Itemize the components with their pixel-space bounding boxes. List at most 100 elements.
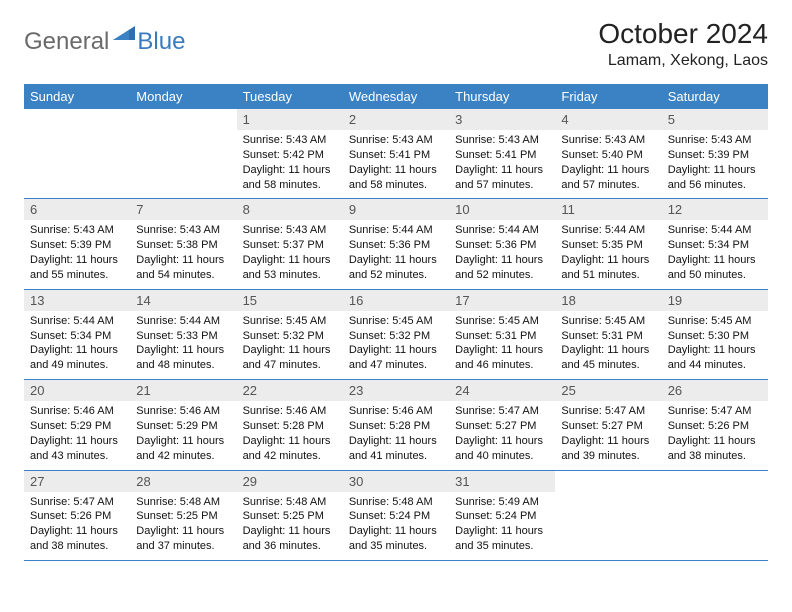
calendar-cell: 5Sunrise: 5:43 AMSunset: 5:39 PMDaylight… [662, 109, 768, 199]
day-number: 1 [237, 109, 343, 130]
calendar-cell: 13Sunrise: 5:44 AMSunset: 5:34 PMDayligh… [24, 289, 130, 379]
calendar-cell: 23Sunrise: 5:46 AMSunset: 5:28 PMDayligh… [343, 380, 449, 470]
calendar-cell: 26Sunrise: 5:47 AMSunset: 5:26 PMDayligh… [662, 380, 768, 470]
day-number: 25 [555, 380, 661, 401]
day-body: Sunrise: 5:43 AMSunset: 5:42 PMDaylight:… [237, 130, 343, 198]
day-number: 26 [662, 380, 768, 401]
day-body: Sunrise: 5:43 AMSunset: 5:39 PMDaylight:… [662, 130, 768, 198]
day-body: Sunrise: 5:45 AMSunset: 5:32 PMDaylight:… [343, 311, 449, 379]
day-body: Sunrise: 5:48 AMSunset: 5:25 PMDaylight:… [237, 492, 343, 560]
calendar-cell: 6Sunrise: 5:43 AMSunset: 5:39 PMDaylight… [24, 199, 130, 289]
calendar-row: ....1Sunrise: 5:43 AMSunset: 5:42 PMDayl… [24, 109, 768, 199]
day-body: Sunrise: 5:45 AMSunset: 5:30 PMDaylight:… [662, 311, 768, 379]
calendar-cell: 7Sunrise: 5:43 AMSunset: 5:38 PMDaylight… [130, 199, 236, 289]
day-body: Sunrise: 5:43 AMSunset: 5:38 PMDaylight:… [130, 220, 236, 288]
calendar-cell: 1Sunrise: 5:43 AMSunset: 5:42 PMDaylight… [237, 109, 343, 199]
calendar-cell: 28Sunrise: 5:48 AMSunset: 5:25 PMDayligh… [130, 470, 236, 560]
weekday-header: Sunday [24, 84, 130, 109]
calendar-cell: 17Sunrise: 5:45 AMSunset: 5:31 PMDayligh… [449, 289, 555, 379]
day-number: 29 [237, 471, 343, 492]
day-body: Sunrise: 5:43 AMSunset: 5:37 PMDaylight:… [237, 220, 343, 288]
day-number: 20 [24, 380, 130, 401]
calendar-cell: 14Sunrise: 5:44 AMSunset: 5:33 PMDayligh… [130, 289, 236, 379]
calendar-cell: 24Sunrise: 5:47 AMSunset: 5:27 PMDayligh… [449, 380, 555, 470]
day-body: Sunrise: 5:47 AMSunset: 5:27 PMDaylight:… [555, 401, 661, 469]
day-number: 21 [130, 380, 236, 401]
day-body: Sunrise: 5:46 AMSunset: 5:28 PMDaylight:… [237, 401, 343, 469]
calendar-cell: .. [24, 109, 130, 199]
day-number: 17 [449, 290, 555, 311]
calendar-table: SundayMondayTuesdayWednesdayThursdayFrid… [24, 84, 768, 561]
day-number: 9 [343, 199, 449, 220]
logo-triangle-icon [113, 24, 135, 45]
day-number: 24 [449, 380, 555, 401]
day-number: 27 [24, 471, 130, 492]
calendar-cell: 2Sunrise: 5:43 AMSunset: 5:41 PMDaylight… [343, 109, 449, 199]
day-body: Sunrise: 5:44 AMSunset: 5:35 PMDaylight:… [555, 220, 661, 288]
weekday-header: Friday [555, 84, 661, 109]
day-number: 22 [237, 380, 343, 401]
calendar-cell: 11Sunrise: 5:44 AMSunset: 5:35 PMDayligh… [555, 199, 661, 289]
day-number: 4 [555, 109, 661, 130]
day-number: 6 [24, 199, 130, 220]
calendar-cell: 16Sunrise: 5:45 AMSunset: 5:32 PMDayligh… [343, 289, 449, 379]
day-body: Sunrise: 5:44 AMSunset: 5:34 PMDaylight:… [662, 220, 768, 288]
calendar-row: 6Sunrise: 5:43 AMSunset: 5:39 PMDaylight… [24, 199, 768, 289]
month-title: October 2024 [598, 18, 768, 50]
calendar-cell: 31Sunrise: 5:49 AMSunset: 5:24 PMDayligh… [449, 470, 555, 560]
calendar-cell: 30Sunrise: 5:48 AMSunset: 5:24 PMDayligh… [343, 470, 449, 560]
weekday-header: Wednesday [343, 84, 449, 109]
calendar-cell: .. [662, 470, 768, 560]
brand-general: General [24, 28, 109, 56]
day-body: Sunrise: 5:45 AMSunset: 5:32 PMDaylight:… [237, 311, 343, 379]
day-body: Sunrise: 5:43 AMSunset: 5:41 PMDaylight:… [343, 130, 449, 198]
day-number: 31 [449, 471, 555, 492]
day-body: Sunrise: 5:45 AMSunset: 5:31 PMDaylight:… [449, 311, 555, 379]
calendar-cell: 12Sunrise: 5:44 AMSunset: 5:34 PMDayligh… [662, 199, 768, 289]
calendar-cell: 25Sunrise: 5:47 AMSunset: 5:27 PMDayligh… [555, 380, 661, 470]
calendar-cell: 3Sunrise: 5:43 AMSunset: 5:41 PMDaylight… [449, 109, 555, 199]
day-number: 14 [130, 290, 236, 311]
day-number: 11 [555, 199, 661, 220]
title-block: October 2024 Lamam, Xekong, Laos [598, 18, 768, 70]
day-number: 15 [237, 290, 343, 311]
calendar-cell: 15Sunrise: 5:45 AMSunset: 5:32 PMDayligh… [237, 289, 343, 379]
calendar-row: 27Sunrise: 5:47 AMSunset: 5:26 PMDayligh… [24, 470, 768, 560]
day-number: 30 [343, 471, 449, 492]
day-body: Sunrise: 5:44 AMSunset: 5:36 PMDaylight:… [449, 220, 555, 288]
calendar-cell: 22Sunrise: 5:46 AMSunset: 5:28 PMDayligh… [237, 380, 343, 470]
calendar-cell: 29Sunrise: 5:48 AMSunset: 5:25 PMDayligh… [237, 470, 343, 560]
day-body: Sunrise: 5:46 AMSunset: 5:29 PMDaylight:… [130, 401, 236, 469]
calendar-cell: 8Sunrise: 5:43 AMSunset: 5:37 PMDaylight… [237, 199, 343, 289]
day-number: 28 [130, 471, 236, 492]
day-body: Sunrise: 5:47 AMSunset: 5:26 PMDaylight:… [662, 401, 768, 469]
day-body: Sunrise: 5:45 AMSunset: 5:31 PMDaylight:… [555, 311, 661, 379]
header: General Blue October 2024 Lamam, Xekong,… [24, 18, 768, 70]
weekday-header: Monday [130, 84, 236, 109]
day-number: 7 [130, 199, 236, 220]
calendar-cell: .. [555, 470, 661, 560]
calendar-row: 20Sunrise: 5:46 AMSunset: 5:29 PMDayligh… [24, 380, 768, 470]
calendar-cell: 9Sunrise: 5:44 AMSunset: 5:36 PMDaylight… [343, 199, 449, 289]
day-number: 13 [24, 290, 130, 311]
day-body: Sunrise: 5:44 AMSunset: 5:33 PMDaylight:… [130, 311, 236, 379]
day-body: Sunrise: 5:43 AMSunset: 5:41 PMDaylight:… [449, 130, 555, 198]
day-body: Sunrise: 5:48 AMSunset: 5:24 PMDaylight:… [343, 492, 449, 560]
calendar-body: ....1Sunrise: 5:43 AMSunset: 5:42 PMDayl… [24, 109, 768, 560]
day-body: Sunrise: 5:43 AMSunset: 5:39 PMDaylight:… [24, 220, 130, 288]
brand-blue: Blue [137, 28, 185, 56]
brand-logo: General Blue [24, 24, 185, 59]
day-body: Sunrise: 5:43 AMSunset: 5:40 PMDaylight:… [555, 130, 661, 198]
calendar-cell: 10Sunrise: 5:44 AMSunset: 5:36 PMDayligh… [449, 199, 555, 289]
day-body: Sunrise: 5:46 AMSunset: 5:28 PMDaylight:… [343, 401, 449, 469]
calendar-cell: 27Sunrise: 5:47 AMSunset: 5:26 PMDayligh… [24, 470, 130, 560]
day-body: Sunrise: 5:47 AMSunset: 5:27 PMDaylight:… [449, 401, 555, 469]
weekday-header: Thursday [449, 84, 555, 109]
calendar-cell: 20Sunrise: 5:46 AMSunset: 5:29 PMDayligh… [24, 380, 130, 470]
day-body: Sunrise: 5:48 AMSunset: 5:25 PMDaylight:… [130, 492, 236, 560]
calendar-cell: .. [130, 109, 236, 199]
calendar-cell: 19Sunrise: 5:45 AMSunset: 5:30 PMDayligh… [662, 289, 768, 379]
day-number: 19 [662, 290, 768, 311]
day-number: 23 [343, 380, 449, 401]
location: Lamam, Xekong, Laos [598, 52, 768, 70]
